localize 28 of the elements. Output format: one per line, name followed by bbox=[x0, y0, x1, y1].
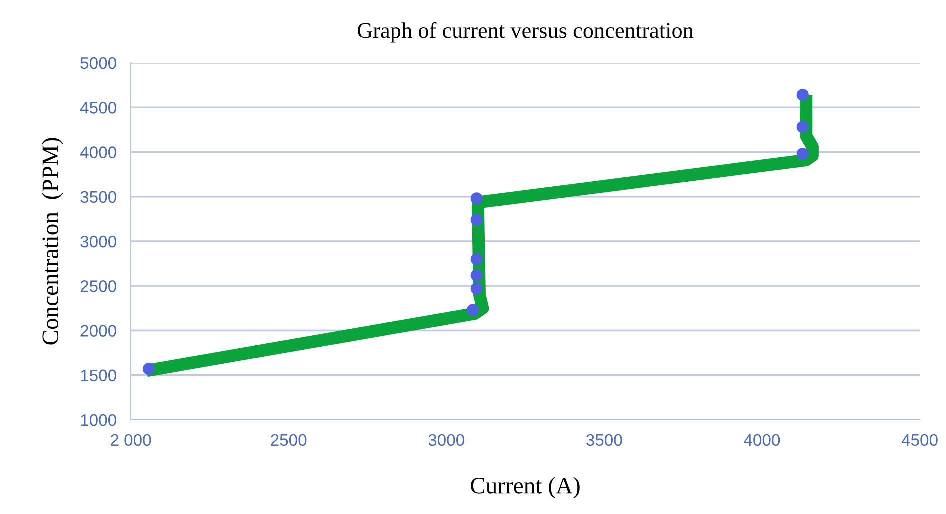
x-tick-label: 3000 bbox=[428, 434, 464, 446]
point bbox=[796, 121, 809, 134]
y-tick-label: 2000 bbox=[80, 325, 116, 337]
point bbox=[796, 89, 809, 102]
x-axis-title: Current (A) bbox=[471, 477, 580, 499]
y-axis-title: Concentration (PPM) bbox=[42, 138, 64, 345]
y-tick-label: 3000 bbox=[80, 236, 116, 248]
y-tick-label: 1500 bbox=[81, 370, 116, 382]
point bbox=[470, 269, 483, 282]
y-tick-label: 4000 bbox=[80, 146, 116, 158]
x-tick-label: 2500 bbox=[271, 434, 307, 446]
point bbox=[796, 148, 809, 160]
point bbox=[470, 253, 483, 266]
point bbox=[470, 282, 483, 295]
chart-title: Graph of current versus concentration bbox=[358, 22, 694, 43]
y-tick-label: 2500 bbox=[80, 280, 116, 292]
y-tick-label: 3500 bbox=[80, 191, 116, 204]
y-tick-label: 4500 bbox=[80, 102, 116, 114]
x-tick-label: 3500 bbox=[586, 434, 622, 446]
point bbox=[142, 363, 156, 376]
y-tick-label: 1000 bbox=[81, 414, 116, 426]
x-tick-label: 2 000 bbox=[110, 434, 152, 446]
point bbox=[470, 214, 483, 226]
x-tick-label: 4000 bbox=[744, 434, 780, 446]
point bbox=[467, 304, 480, 316]
y-tick-label: 5000 bbox=[80, 57, 116, 70]
point bbox=[470, 192, 483, 205]
x-tick-label: 4500 bbox=[902, 434, 938, 446]
